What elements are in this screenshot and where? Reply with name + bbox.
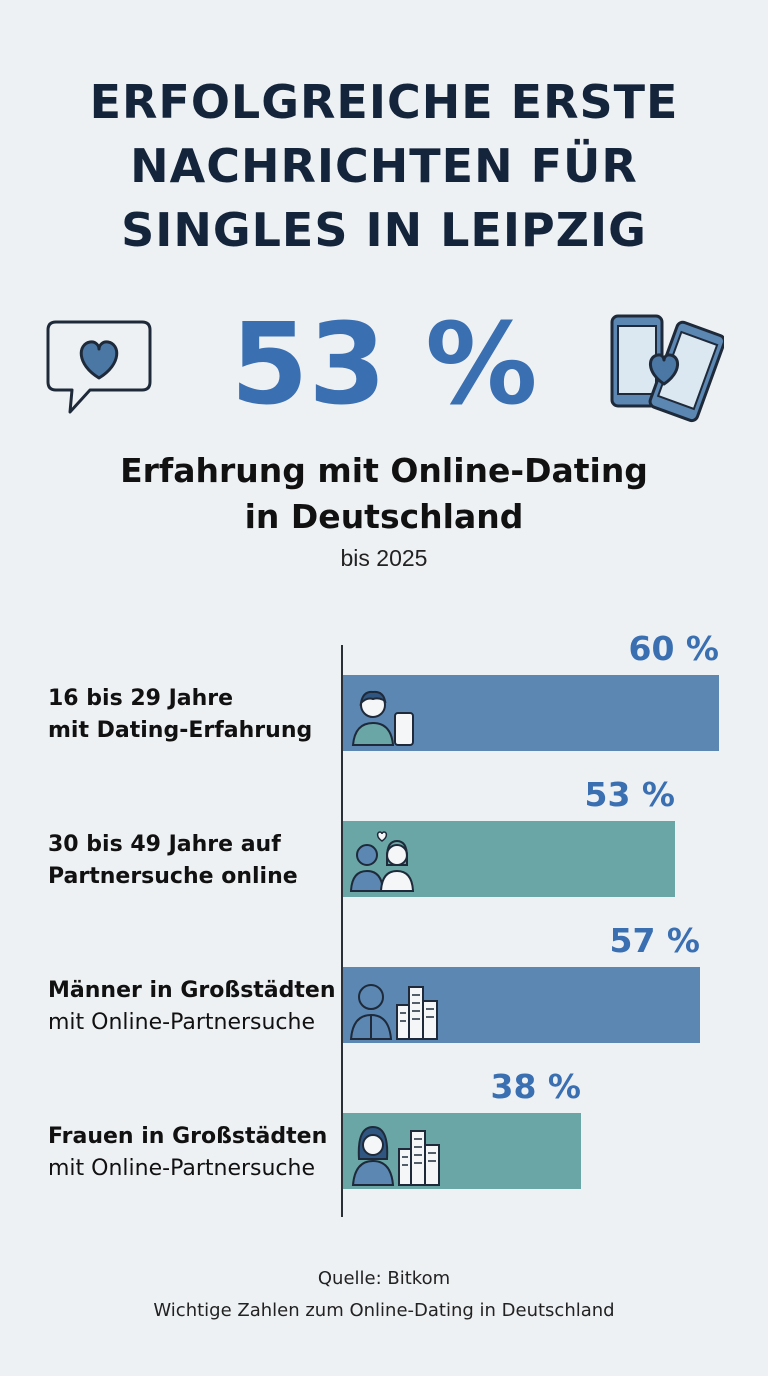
category-label-4: Frauen in Großstädten mit Online-Partners… [48,1121,338,1185]
subnote: bis 2025 [340,545,428,571]
title-line-1: ERFOLGREICHE ERSTE [89,75,679,129]
category-label-line-1: 16 bis 29 Jahre [48,686,234,711]
bar-value-label-1: 60 % [628,629,719,668]
source-line-1: Quelle: Bitkom [317,1268,451,1289]
phones-heart-icon [610,314,724,423]
category-label-line-2: Partnersuche online [48,864,298,889]
couple-heart-icon [349,831,415,892]
subtitle: Erfahrung mit Online-Dating in Deutschla… [0,448,768,540]
bar-value-label-3: 57 % [609,921,700,960]
bar-value-label-2: 53 % [584,775,675,814]
category-label-line-1: Männer in Großstädten [48,978,336,1003]
chart-axis-line [341,645,343,1217]
woman-city-icon [351,1125,440,1186]
young-person-phone-icon [351,690,414,746]
title-line-3: SINGLES IN LEIPZIG [121,203,647,257]
headline-stat: 53 % [230,300,538,430]
chat-heart-icon [46,320,152,414]
title-line-2: NACHRICHTEN FÜR [130,139,638,193]
category-label-3: Männer in Großstädten mit Online-Partners… [48,975,338,1039]
category-label-line-2: mit Dating-Erfahrung [48,718,313,743]
subtitle-line-2: in Deutschland [244,497,524,536]
category-label-line-2: mit Online-Partnersuche [48,1010,315,1035]
source-line-2: Wichtige Zahlen zum Online-Dating in Deu… [153,1300,615,1321]
category-label-1: 16 bis 29 Jahre mit Dating-Erfahrung [48,683,338,747]
category-label-line-2: mit Online-Partnersuche [48,1156,315,1181]
subtitle-line-1: Erfahrung mit Online-Dating [120,451,648,490]
category-label-2: 30 bis 49 Jahre auf Partnersuche online [48,829,338,893]
category-label-line-1: 30 bis 49 Jahre auf [48,832,281,857]
page-title: ERFOLGREICHE ERSTE NACHRICHTEN FÜR SINGL… [0,70,768,262]
category-label-line-1: Frauen in Großstädten [48,1124,328,1149]
man-city-icon [349,984,438,1040]
bar-value-label-4: 38 % [490,1067,581,1106]
